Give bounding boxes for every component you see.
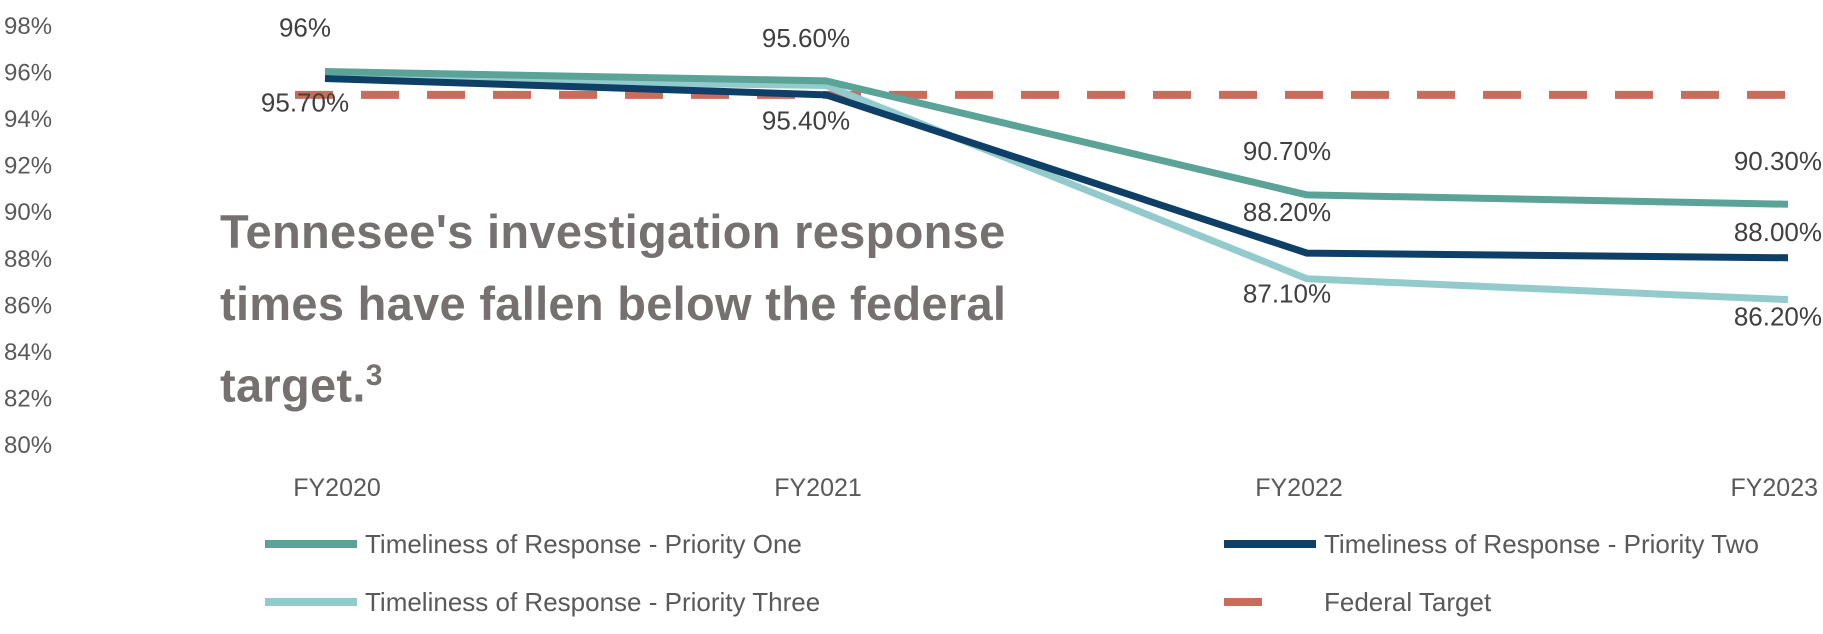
legend-label: Timeliness of Response - Priority Three bbox=[365, 587, 820, 617]
data-label: 95.60% bbox=[762, 23, 850, 53]
data-label: 95.40% bbox=[762, 106, 850, 136]
data-label: 88.00% bbox=[1734, 217, 1822, 247]
y-tick-label: 96% bbox=[4, 60, 52, 87]
x-tick-label: FY2022 bbox=[1255, 474, 1343, 502]
y-tick-label: 94% bbox=[4, 106, 52, 133]
data-label: 88.20% bbox=[1243, 197, 1331, 227]
data-label: 90.30% bbox=[1734, 146, 1822, 176]
legend: Timeliness of Response - Priority One Tim… bbox=[265, 529, 1759, 617]
legend-label: Timeliness of Response - Priority Two bbox=[1324, 529, 1759, 559]
y-axis: 98% 96% 94% 92% 90% 88% 86% 84% 82% 80% bbox=[4, 13, 52, 459]
data-label: 96% bbox=[279, 13, 331, 43]
y-tick-label: 82% bbox=[4, 385, 52, 412]
series-line-timeliness-of-response-priority-one bbox=[324, 68, 1789, 208]
x-tick-label: FY2021 bbox=[774, 474, 862, 502]
series-lines bbox=[295, 68, 1790, 304]
series-line-timeliness-of-response-priority-two bbox=[324, 75, 1789, 262]
data-label: 90.70% bbox=[1243, 136, 1331, 166]
x-tick-label: FY2023 bbox=[1730, 474, 1818, 502]
data-label: 86.20% bbox=[1734, 302, 1822, 332]
y-tick-label: 84% bbox=[4, 339, 52, 366]
data-label: 87.10% bbox=[1243, 279, 1331, 309]
y-tick-label: 90% bbox=[4, 199, 52, 226]
y-tick-label: 92% bbox=[4, 153, 52, 180]
y-tick-label: 88% bbox=[4, 246, 52, 273]
y-tick-label: 98% bbox=[4, 13, 52, 40]
x-axis: FY2020 FY2021 FY2022 FY2023 bbox=[293, 474, 1818, 502]
x-tick-label: FY2020 bbox=[293, 474, 381, 502]
legend-label: Federal Target bbox=[1324, 587, 1492, 617]
y-tick-label: 80% bbox=[4, 432, 52, 459]
data-label: 95.70% bbox=[261, 88, 349, 118]
legend-label: Timeliness of Response - Priority One bbox=[365, 529, 802, 559]
footnote-marker: 3 bbox=[365, 359, 383, 392]
y-tick-label: 86% bbox=[4, 292, 52, 319]
data-labels: 96% 95.60% 90.70% 90.30% 88.20% 88.00% 95.70% 9… bbox=[261, 13, 1822, 332]
series-line-timeliness-of-response-priority-three bbox=[324, 75, 1789, 304]
chart-annotation: Tennesee's investigation response times … bbox=[220, 205, 1007, 412]
